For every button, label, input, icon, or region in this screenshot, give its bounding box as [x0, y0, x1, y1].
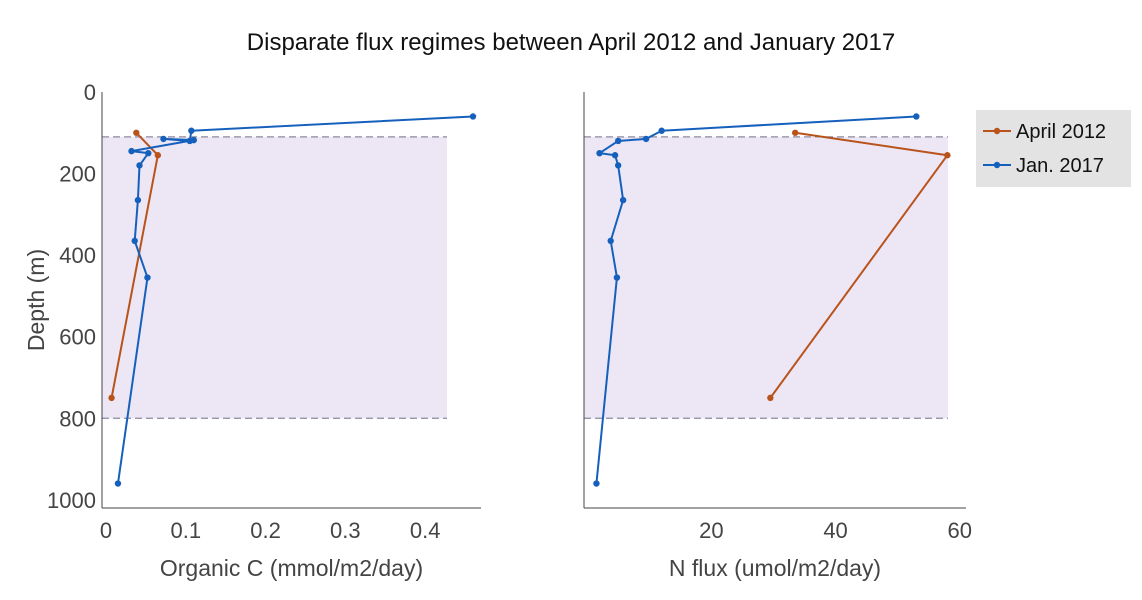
data-point: [134, 196, 142, 204]
series-april-2012: [108, 129, 162, 402]
y-tick-label: 0: [84, 80, 96, 105]
x-tick-label: 60: [948, 518, 972, 543]
data-point: [944, 152, 951, 159]
y-tick-label: 1000: [47, 488, 96, 513]
data-point: [913, 113, 920, 120]
legend-item[interactable]: April 2012: [983, 121, 1106, 143]
data-point: [607, 237, 614, 245]
data-point: [791, 129, 799, 136]
y-tick-label: 200: [59, 162, 96, 187]
legend-swatch-marker: [993, 127, 1001, 135]
legend-item[interactable]: Jan. 2017: [983, 155, 1104, 177]
y-tick-label: 600: [59, 325, 96, 350]
data-point: [108, 394, 115, 402]
series-april-2012: [767, 129, 951, 402]
legend-box: [976, 110, 1131, 187]
data-point: [145, 149, 152, 157]
series-jan-2017: [114, 113, 477, 487]
data-point: [613, 274, 621, 281]
x-tick-label: 0.2: [250, 518, 281, 543]
data-point: [128, 147, 135, 155]
series-jan-2017: [593, 113, 920, 487]
legend[interactable]: April 2012 Jan. 2017: [976, 110, 1131, 187]
x-tick-label: 40: [823, 518, 847, 543]
data-point: [619, 196, 627, 204]
data-point: [154, 152, 162, 159]
x-tick-label: 0.3: [330, 518, 361, 543]
data-point: [614, 162, 622, 169]
data-point: [767, 394, 774, 402]
x-axis-label: Organic C (mmol/m2/day): [160, 555, 423, 581]
x-axis-label: N flux (umol/m2/day): [669, 555, 881, 581]
plot-panels: 0 200 400 600 800 1000 Depth (m) 0 0.1 0.2 0.3 0.4 O…: [23, 80, 972, 581]
data-point: [642, 135, 650, 143]
data-point: [133, 129, 140, 136]
legend-swatch-marker: [993, 161, 1001, 169]
data-point: [469, 113, 477, 120]
chart-title: Disparate flux regimes between April 201…: [247, 29, 895, 56]
data-point: [136, 162, 143, 169]
legend-label: April 2012: [1016, 121, 1106, 143]
data-point: [596, 149, 603, 157]
data-point: [658, 127, 665, 134]
data-point: [114, 480, 122, 487]
data-point: [131, 237, 138, 245]
x-tick-label: 20: [699, 518, 723, 543]
x-tick-label: 0: [100, 518, 112, 543]
data-point: [190, 136, 197, 144]
depth-band: [102, 136, 447, 419]
data-point: [593, 480, 600, 487]
y-tick-label: 400: [59, 243, 96, 268]
x-tick-label: 0.4: [410, 518, 441, 543]
data-point: [611, 152, 619, 159]
data-point: [188, 127, 195, 134]
panel-2: 20 40 60 N flux (umol/m2/day): [583, 92, 972, 581]
y-axis-label: Depth (m): [23, 249, 49, 351]
x-tick-label: 0.1: [170, 518, 201, 543]
legend-label: Jan. 2017: [1016, 155, 1104, 177]
data-point: [144, 274, 151, 281]
data-point: [160, 135, 167, 143]
data-point: [614, 137, 622, 145]
depth-band: [584, 136, 948, 419]
panel-1: 0 200 400 600 800 1000 Depth (m) 0 0.1 0.2 0.3 0.4 O…: [23, 80, 481, 581]
y-tick-label: 800: [59, 406, 96, 431]
